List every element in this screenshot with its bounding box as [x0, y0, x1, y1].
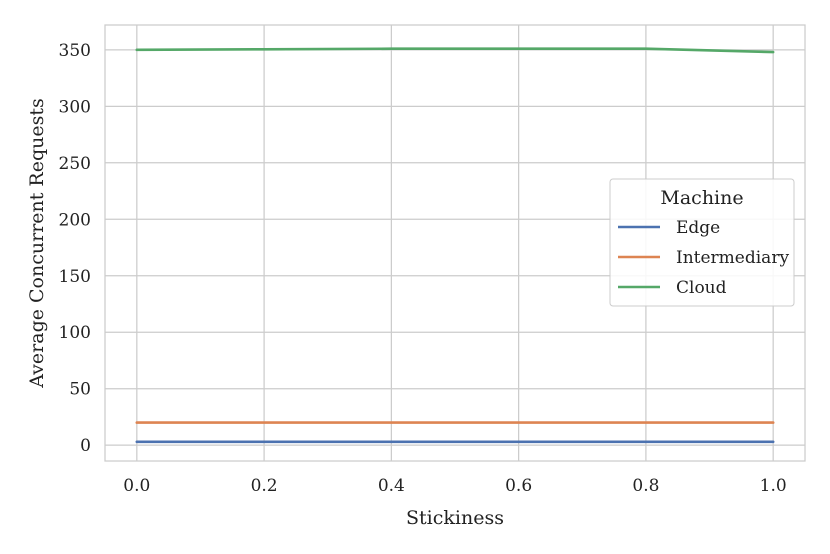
legend-label-cloud: Cloud	[676, 278, 727, 298]
y-tick-label: 150	[59, 267, 91, 287]
x-tick-label: 0.4	[378, 476, 405, 496]
x-tick-label: 0.0	[123, 476, 150, 496]
series-line-cloud	[135, 47, 775, 54]
legend: Machine Edge Intermediary Cloud	[609, 178, 795, 307]
x-tick-label: 0.8	[632, 476, 659, 496]
x-tick-label: 0.6	[505, 476, 532, 496]
y-tick-label: 50	[69, 380, 91, 400]
series-lines	[135, 47, 775, 444]
y-tick-label: 0	[80, 436, 91, 456]
x-axis-label: Stickiness	[406, 507, 504, 529]
y-tick-label: 100	[59, 323, 91, 343]
y-tick-label: 200	[59, 210, 91, 230]
x-tick-label: 1.0	[760, 476, 787, 496]
y-axis-label: Average Concurrent Requests	[26, 98, 48, 389]
legend-box	[609, 178, 795, 307]
legend-entries: Edge Intermediary Cloud	[618, 218, 789, 298]
tick-labels: 0.0 0.2 0.4 0.6 0.8 1.0 0 50 100 150 200 250 300 350	[59, 41, 787, 496]
legend-title: Machine	[660, 187, 743, 209]
y-tick-label: 300	[59, 97, 91, 117]
y-tick-label: 350	[59, 41, 91, 61]
y-tick-label: 250	[59, 154, 91, 174]
plot-frame	[104, 24, 806, 462]
x-tick-label: 0.2	[251, 476, 278, 496]
legend-label-intermediary: Intermediary	[676, 248, 789, 268]
legend-label-edge: Edge	[676, 218, 720, 238]
